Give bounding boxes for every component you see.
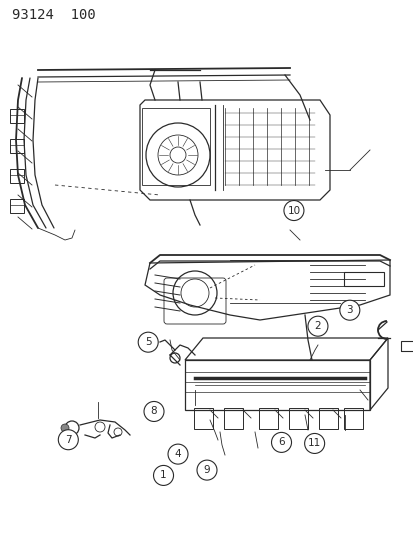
Text: 7: 7 [65,435,71,445]
Circle shape [307,316,327,336]
Circle shape [153,465,173,486]
Circle shape [271,432,291,453]
Text: 1: 1 [160,471,166,480]
Text: 2: 2 [314,321,320,331]
Text: 11: 11 [307,439,320,448]
Circle shape [168,444,188,464]
Circle shape [304,433,324,454]
Circle shape [283,200,303,221]
Text: 93124  100: 93124 100 [12,8,95,22]
Circle shape [339,300,359,320]
Circle shape [138,332,158,352]
Text: 6: 6 [278,438,284,447]
Text: 4: 4 [174,449,181,459]
Text: 8: 8 [150,407,157,416]
Text: 3: 3 [346,305,352,315]
Text: 9: 9 [203,465,210,475]
Text: 10: 10 [287,206,300,215]
Circle shape [61,424,69,432]
Circle shape [197,460,216,480]
Text: 5: 5 [145,337,151,347]
Circle shape [144,401,164,422]
Circle shape [58,430,78,450]
